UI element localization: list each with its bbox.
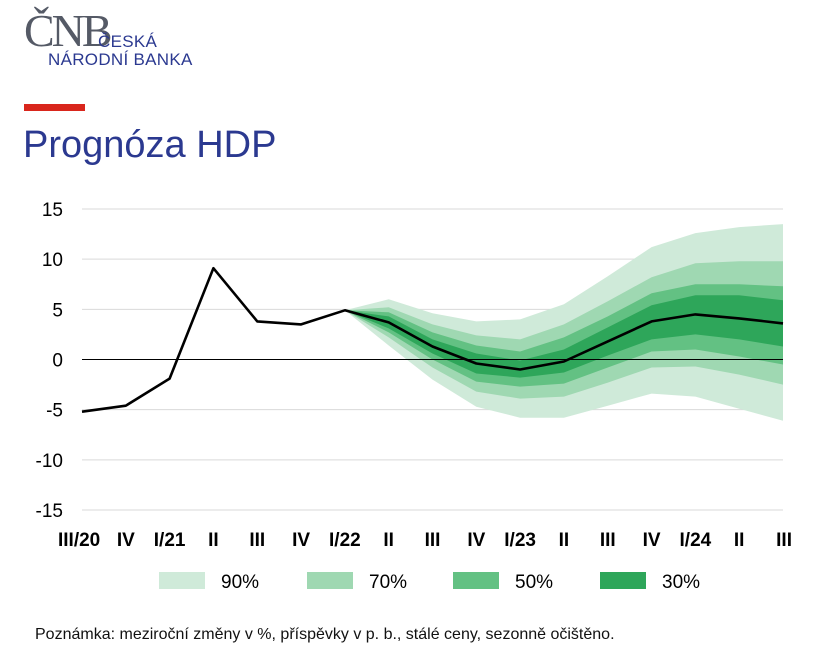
x-tick-label: IV <box>292 530 310 551</box>
x-tick-label: IV <box>643 530 661 551</box>
legend-swatch <box>453 572 499 589</box>
fan-band-30pct <box>344 295 783 378</box>
gdp-line <box>81 266 784 413</box>
legend-item: 30% <box>600 572 700 593</box>
legend-swatch <box>307 572 353 589</box>
x-tick-label: II <box>559 530 570 551</box>
legend-swatch <box>600 572 646 589</box>
y-tick-label: 0 <box>52 351 63 372</box>
x-tick-label: I/23 <box>504 530 536 551</box>
legend-item: 50% <box>453 572 553 593</box>
x-tick-label: I/21 <box>154 530 186 551</box>
x-tick-label: III <box>776 530 792 551</box>
legend-item: 90% <box>159 572 259 593</box>
legend: 90% 70% 50% 30% <box>159 572 700 593</box>
page-title: Prognóza HDP <box>23 124 277 166</box>
y-tick-label: -10 <box>36 451 63 472</box>
chart-note: Poznámka: meziroční změny v %, příspěvky… <box>35 626 615 643</box>
fan-bands <box>344 224 783 421</box>
legend-item: 70% <box>307 572 407 593</box>
legend-swatch <box>159 572 205 589</box>
x-tick-label: III <box>249 530 265 551</box>
logo-mark: ČNB <box>24 5 113 56</box>
x-tick-label: II <box>208 530 219 551</box>
x-tick-labels: III/20 IV I/21 II III IV I/22 II III IV I/23 II III I… <box>58 530 792 551</box>
x-tick-label: I/24 <box>680 530 712 551</box>
x-tick-label: I/22 <box>329 530 361 551</box>
logo-text-line1: ČESKÁ <box>98 32 158 51</box>
x-tick-label: III <box>600 530 616 551</box>
y-tick-labels: 15 10 5 0 -5 -10 -15 <box>36 200 63 522</box>
logo-text-line2: NÁRODNÍ BANKA <box>48 50 193 69</box>
x-tick-label: III/20 <box>58 530 100 551</box>
legend-label: 30% <box>662 572 700 593</box>
y-tick-label: -15 <box>36 501 63 522</box>
y-tick-label: 10 <box>42 250 63 271</box>
x-tick-label: III <box>425 530 441 551</box>
legend-label: 90% <box>221 572 259 593</box>
legend-label: 50% <box>515 572 553 593</box>
y-tick-label: 15 <box>42 200 63 221</box>
y-tick-label: -5 <box>46 401 63 422</box>
x-tick-label: IV <box>467 530 485 551</box>
x-tick-label: II <box>734 530 745 551</box>
x-tick-label: II <box>383 530 394 551</box>
accent-bar <box>24 104 85 111</box>
x-tick-label: IV <box>117 530 135 551</box>
legend-label: 70% <box>369 572 407 593</box>
y-tick-label: 5 <box>52 300 63 321</box>
